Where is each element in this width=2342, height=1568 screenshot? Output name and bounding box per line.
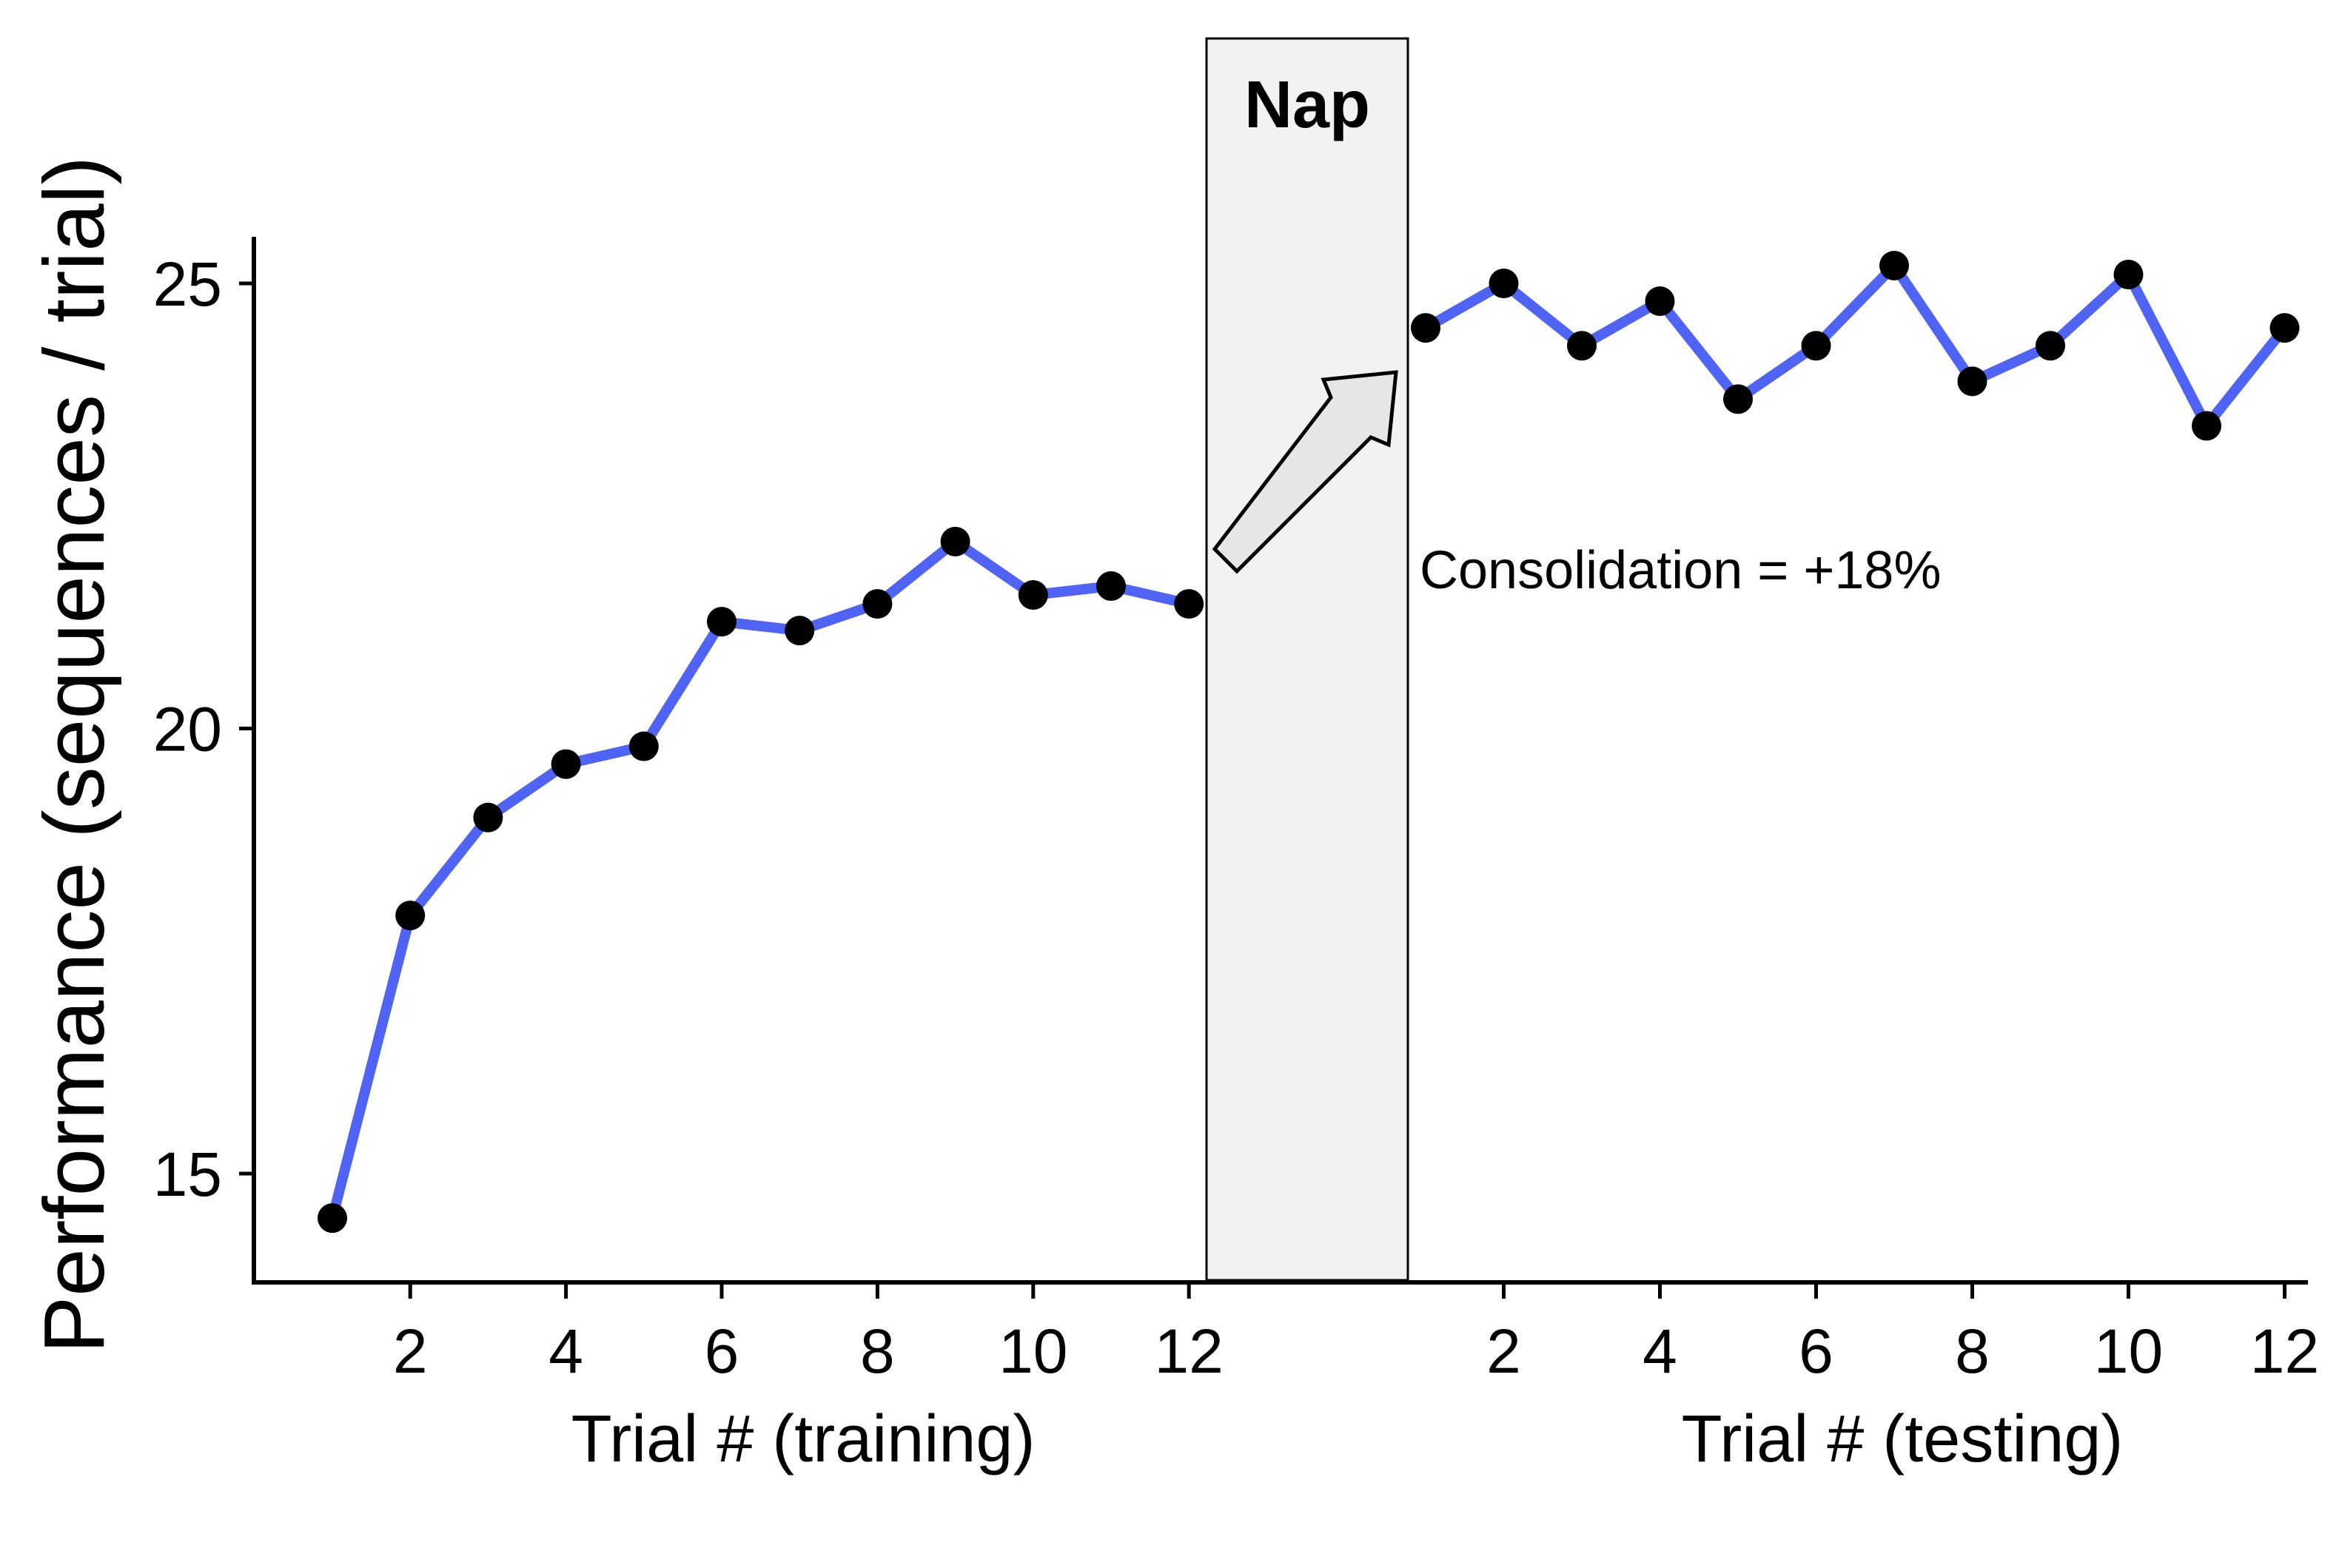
y-ticks: 15 20 25 — [153, 249, 254, 1209]
data-point — [2269, 313, 2300, 343]
data-point — [2192, 411, 2221, 441]
series-line — [327, 536, 1195, 1224]
x-tick-label: 12 — [2250, 1316, 2319, 1386]
data-point — [785, 616, 815, 646]
x-tick-label: 6 — [1799, 1316, 1833, 1386]
data-point — [940, 526, 970, 556]
data-point — [862, 589, 893, 619]
x-ticks: 2 4 6 8 10 12 2 4 6 8 10 12 — [393, 1282, 2319, 1386]
data-point — [1879, 250, 1909, 280]
x-tick-label: 2 — [393, 1316, 428, 1386]
y-tick-label: 15 — [153, 1140, 222, 1209]
y-tick-label: 20 — [153, 695, 222, 764]
data-point — [551, 749, 581, 779]
nap-band — [1205, 37, 1409, 1282]
consolidation-arrow-icon — [1212, 370, 1398, 574]
data-point — [1411, 313, 1440, 343]
data-point — [1567, 331, 1597, 361]
data-point — [628, 731, 659, 761]
data-point — [473, 802, 503, 832]
nap-label: Nap — [1244, 68, 1370, 142]
x-tick-label: 10 — [999, 1316, 1067, 1386]
y-tick-label: 25 — [153, 249, 222, 319]
y-axis-title: Performance (sequences / trial) — [26, 156, 122, 1353]
x-tick-label: 10 — [2094, 1316, 2163, 1386]
data-point — [1645, 286, 1675, 317]
x-tick-label: 2 — [1486, 1316, 1521, 1386]
x-axis-title: Trial # (testing) — [1682, 1402, 2124, 1476]
x-tick-label: 4 — [548, 1316, 583, 1386]
series-line — [1420, 260, 2290, 431]
data-point — [1096, 571, 1126, 602]
data-point — [1174, 589, 1204, 619]
x-tick-label: 8 — [860, 1316, 895, 1386]
data-point — [395, 901, 426, 931]
x-tick-label: 6 — [705, 1316, 739, 1386]
data-point — [1723, 384, 1753, 414]
series-markers — [318, 250, 2300, 1234]
x-titles: Trial # (training) Trial # (testing) — [571, 1402, 2124, 1476]
x-tick-label: 12 — [1154, 1316, 1223, 1386]
data-point — [1801, 331, 1831, 361]
x-tick-label: 4 — [1643, 1316, 1677, 1386]
data-point — [1489, 269, 1519, 298]
data-point — [1018, 580, 1048, 610]
data-point — [1957, 366, 1987, 397]
data-point — [707, 607, 737, 637]
data-point — [318, 1203, 347, 1234]
x-tick-label: 8 — [1955, 1316, 1990, 1386]
data-point — [2036, 331, 2065, 361]
x-axis-title: Trial # (training) — [571, 1402, 1036, 1476]
data-point — [2113, 259, 2144, 289]
consolidation-annotation: Consolidation = +18% — [1420, 541, 1942, 600]
